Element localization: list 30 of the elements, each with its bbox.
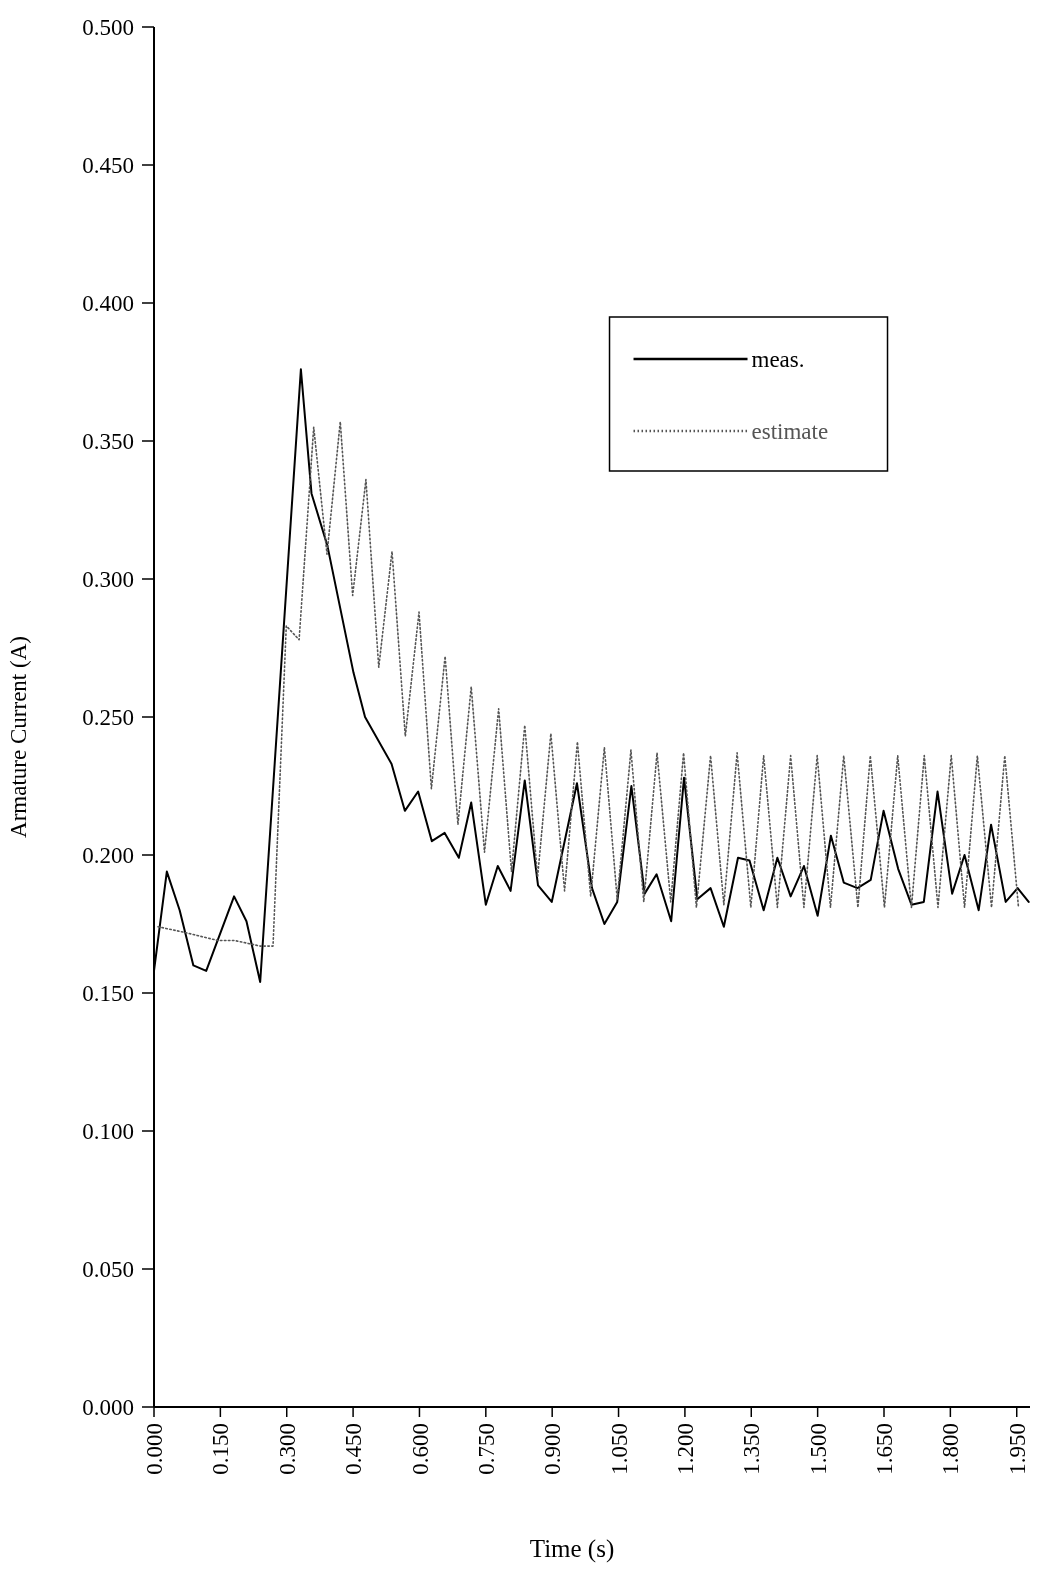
y-tick-label: 0.300 [82, 567, 134, 593]
x-tick-label: 1.950 [1004, 1423, 1030, 1475]
x-tick-label: 0.900 [540, 1423, 566, 1475]
line-series [157, 420, 1020, 947]
y-tick-label: 0.150 [82, 981, 134, 1007]
x-tick-label: 0.600 [407, 1423, 433, 1475]
x-tick-label: 1.200 [672, 1423, 698, 1475]
y-tick-label: 0.050 [82, 1257, 134, 1283]
y-axis-title: Armature Current (A) [6, 636, 31, 838]
x-axis-title: Time (s) [529, 1535, 615, 1563]
legend-label: meas. [751, 347, 805, 373]
x-tick-label: 0.150 [208, 1423, 234, 1475]
y-tick-label: 0.450 [82, 153, 134, 179]
y-tick-label: 0.400 [82, 291, 134, 317]
x-tick-label: 0.300 [274, 1423, 300, 1475]
x-tick-label: 1.500 [805, 1423, 831, 1475]
x-tick-label: 1.350 [739, 1423, 765, 1475]
y-tick-label: 0.200 [82, 843, 134, 869]
y-tick-label: 0.100 [82, 1119, 134, 1145]
x-tick-label: 1.050 [606, 1423, 632, 1475]
x-tick-label: 0.000 [142, 1423, 168, 1475]
x-tick-label: 0.750 [473, 1423, 499, 1475]
x-tick-label: 0.450 [341, 1423, 367, 1475]
x-tick-label: 1.800 [938, 1423, 964, 1475]
x-tick-label: 1.650 [872, 1423, 898, 1475]
y-tick-label: 0.500 [82, 15, 134, 41]
y-tick-label: 0.000 [82, 1395, 134, 1421]
legend-label: estimate [751, 419, 829, 445]
y-tick-label: 0.350 [82, 429, 134, 455]
y-tick-label: 0.250 [82, 705, 134, 731]
